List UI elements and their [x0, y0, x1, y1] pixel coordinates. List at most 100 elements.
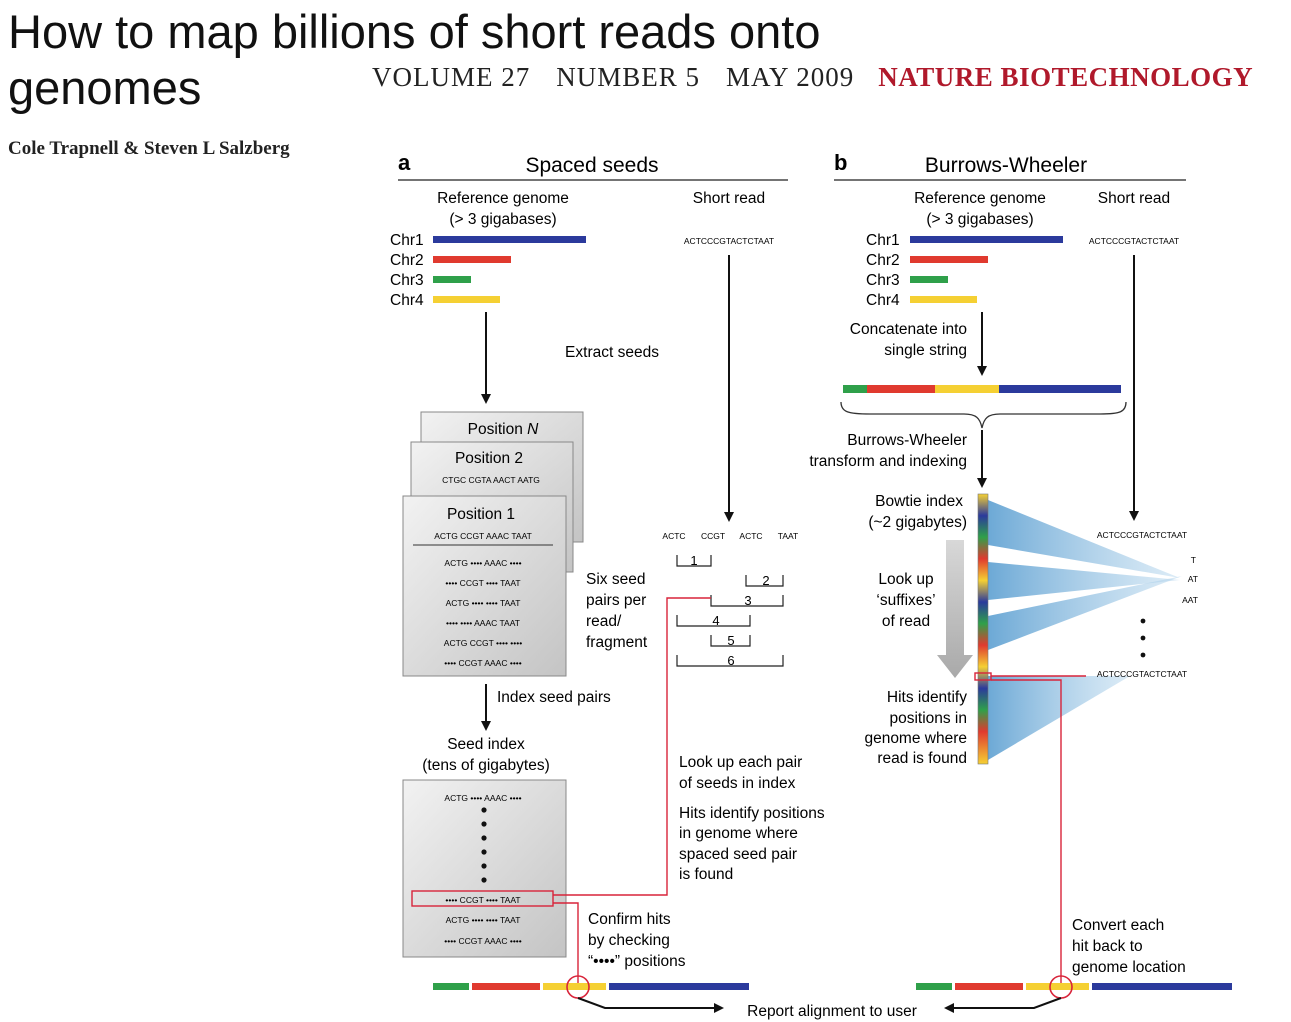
- concat-line-2: single string: [884, 342, 967, 359]
- position-2-seq: CTGC CGTA AACT AATG: [442, 475, 540, 485]
- suffix-full-hit: ACTCCCGTACTCTAAT: [1097, 669, 1187, 679]
- seed-row: •••• •••• AAAC TAAT: [446, 618, 520, 628]
- suffix-ellipsis: [1140, 618, 1146, 658]
- pair-number: 4: [712, 613, 719, 628]
- bwt-line-1: Burrows-Wheeler: [847, 432, 967, 449]
- lookup-line-1: Look up each pair: [679, 754, 802, 771]
- panel-a-letter: a: [398, 150, 411, 175]
- panel-a-short-read-seq: ACTCCCGTACTCTAAT: [684, 236, 774, 246]
- volume: VOLUME 27: [372, 62, 531, 92]
- position-2-label: Position 2: [455, 450, 523, 467]
- suffix-aat: AAT: [1182, 595, 1198, 605]
- lookup-suffix-line-1: Look up: [878, 571, 933, 588]
- seed-row: ACTG •••• AAAC ••••: [444, 558, 521, 568]
- lookup-suffix-line-3: of read: [882, 613, 930, 630]
- panel-b-chr4-label: Chr4: [866, 292, 900, 309]
- confirm-line-1: Confirm hits: [588, 911, 671, 928]
- index-seed-pairs-label: Index seed pairs: [497, 689, 611, 706]
- hits-b-line-2: positions in: [889, 710, 967, 727]
- hits-line-2: in genome where: [679, 825, 798, 842]
- concatenated-string: [843, 385, 1121, 393]
- hits-line-4: is found: [679, 866, 733, 883]
- index-row: ACTG •••• AAAC ••••: [444, 793, 521, 803]
- six-seed-line-4: fragment: [586, 634, 648, 651]
- panel-b-ref-genome-label: Reference genome: [914, 190, 1046, 207]
- bracket-5: [710, 635, 751, 647]
- lookup-connector: [553, 597, 711, 896]
- panel-a-ref-genome-size: (> 3 gigabases): [449, 211, 556, 228]
- pair-number: 1: [690, 553, 697, 568]
- read-kmer: ACTC: [739, 531, 762, 541]
- seed-index-label: Seed index: [447, 736, 525, 753]
- confirm-line-2: by checking: [588, 932, 670, 949]
- seed-row: ACTG CCGT •••• ••••: [444, 638, 522, 648]
- hits-b-line-1: Hits identify: [887, 689, 967, 706]
- bracket-2: [745, 575, 784, 587]
- panel-a-chr4-label: Chr4: [390, 292, 424, 309]
- panel-b-chr3-label: Chr3: [866, 272, 900, 289]
- issue-date: MAY 2009: [726, 62, 855, 92]
- index-row: •••• CCGT AAAC ••••: [444, 936, 522, 946]
- seed-row: ACTG •••• •••• TAAT: [446, 598, 521, 608]
- position-1-label: Position 1: [447, 506, 515, 523]
- panel-a-chr3-label: Chr3: [390, 272, 424, 289]
- pair-number: 3: [744, 593, 751, 608]
- convert-line-2: hit back to: [1072, 938, 1143, 955]
- panel-a-chr4-bar: [433, 296, 500, 303]
- seed-pair-rows: ACTG •••• AAAC •••• •••• CCGT •••• TAAT …: [444, 558, 522, 668]
- panel-a-genome-bar: [433, 983, 749, 990]
- lookup-line-2: of seeds in index: [679, 775, 796, 792]
- convert-connector: [991, 679, 1062, 983]
- six-seed-line-3: read/: [586, 613, 622, 630]
- panel-a-ref-genome-label: Reference genome: [437, 190, 569, 207]
- panel-b-chr2-label: Chr2: [866, 252, 900, 269]
- bowtie-index-bar: [977, 493, 989, 765]
- seed-row: •••• CCGT •••• TAAT: [445, 578, 520, 588]
- report-arrow-right: [944, 997, 1062, 1013]
- report-arrow-left: [577, 997, 724, 1013]
- panel-a-extract-seeds: Extract seeds: [565, 344, 659, 361]
- seed-index-size: (tens of gigabytes): [422, 757, 550, 774]
- read-kmer: ACTC: [662, 531, 685, 541]
- bwt-line-2: transform and indexing: [809, 453, 967, 470]
- confirm-connector: [553, 902, 579, 983]
- position-1-seq: ACTG CCGT AAAC TAAT: [434, 531, 532, 541]
- confirm-line-3: “••••” positions: [588, 953, 686, 970]
- panel-a-chr1-bar: [433, 236, 586, 243]
- hits-line-3: spaced seed pair: [679, 846, 797, 863]
- index-ellipsis: [481, 807, 487, 883]
- index-row: ACTG •••• •••• TAAT: [446, 915, 521, 925]
- position-1-box: [402, 495, 567, 677]
- pair-number: 6: [727, 653, 734, 668]
- panel-b-chr3-bar: [910, 276, 948, 283]
- read-kmer: TAAT: [778, 531, 798, 541]
- authors: Cole Trapnell & Steven L Salzberg: [8, 138, 290, 159]
- suffix-fans: [988, 500, 1182, 760]
- convert-line-1: Convert each: [1072, 917, 1164, 934]
- panel-b-chr1-bar: [910, 236, 1063, 243]
- bracket-4: [676, 615, 751, 627]
- panel-a-title: Spaced seeds: [525, 154, 658, 177]
- suffix-t: T: [1191, 555, 1196, 565]
- panel-b-short-read-seq: ACTCCCGTACTCTAAT: [1089, 236, 1179, 246]
- position-n-label: Position N: [468, 421, 539, 438]
- seed-row: •••• CCGT AAAC ••••: [444, 658, 522, 668]
- panel-b-letter: b: [834, 150, 847, 175]
- panel-a-chr1-label: Chr1: [390, 232, 424, 249]
- panel-b-genome-bar: [916, 983, 1232, 990]
- six-seed-line-1: Six seed: [586, 571, 645, 588]
- hits-b-line-4: read is found: [877, 750, 967, 767]
- hits-b-line-3: genome where: [864, 730, 967, 747]
- panel-b-chr2-bar: [910, 256, 988, 263]
- panel-b-chr4-bar: [910, 296, 977, 303]
- panel-a-short-read-label: Short read: [693, 190, 765, 207]
- title-line-2: genomes: [8, 61, 202, 114]
- panel-b-title: Burrows-Wheeler: [925, 154, 1087, 177]
- article-title: How to map billions of short reads onto …: [8, 4, 908, 116]
- bracket-1: [676, 555, 712, 567]
- concat-line-1: Concatenate into: [850, 321, 967, 338]
- convert-line-3: genome location: [1072, 959, 1186, 976]
- pair-brackets: [676, 555, 784, 667]
- panel-b-ref-genome-size: (> 3 gigabases): [926, 211, 1033, 228]
- bracket-6: [676, 655, 784, 667]
